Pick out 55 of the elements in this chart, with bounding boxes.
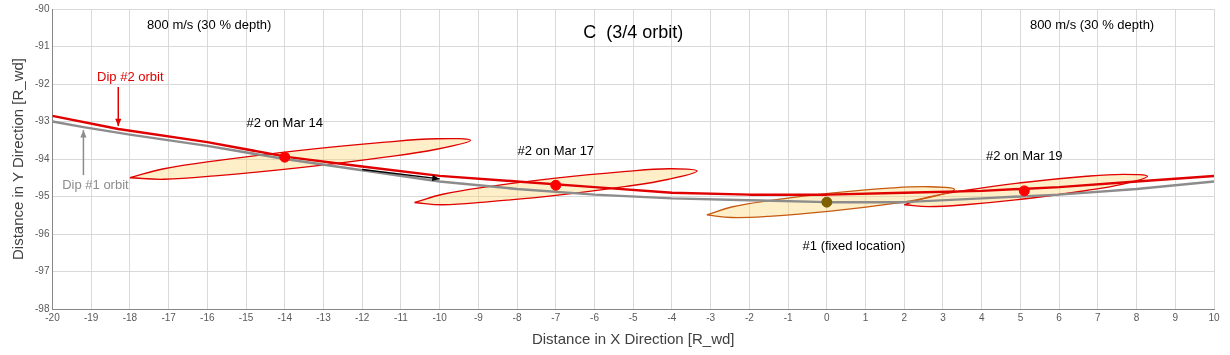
annotation: #2 on Mar 17 [517, 142, 595, 158]
y-tick-label: -90 [35, 2, 50, 14]
x-tick-label: -6 [590, 311, 600, 323]
x-tick-label: -4 [667, 311, 677, 323]
x-tick-label: -2 [744, 311, 755, 323]
x-tick-label: -19 [83, 311, 99, 323]
x-tick-label: -3 [706, 311, 716, 323]
x-tick-label: -15 [238, 311, 254, 323]
x-tick-label: 5 [1017, 311, 1024, 323]
y-axis-title: Distance in Y Direction [R_wd] [9, 57, 27, 261]
x-tick-label: 0 [824, 311, 831, 323]
x-tick-label: 7 [1095, 311, 1102, 323]
point [279, 151, 291, 163]
x-tick-label: 10 [1208, 311, 1220, 323]
y-tick-label: -91 [35, 40, 50, 52]
y-tick-label: -96 [35, 227, 50, 239]
y-tick-label: -92 [35, 77, 50, 89]
point [821, 196, 833, 208]
x-tick-label: -10 [432, 311, 448, 323]
y-tick-label: -95 [35, 190, 50, 202]
x-tick-label: -11 [394, 311, 409, 323]
x-tick-label: -7 [551, 311, 561, 323]
x-tick-label: 2 [901, 311, 908, 323]
x-tick-label: -5 [628, 311, 639, 323]
x-tick-label: 3 [940, 311, 947, 323]
y-tick-label: -98 [35, 302, 50, 314]
x-tick-label: 8 [1133, 311, 1140, 323]
x-tick-label: -8 [512, 311, 522, 323]
x-tick-label: -18 [122, 311, 138, 323]
x-tick-label: 9 [1172, 311, 1179, 323]
x-tick-label: -20 [45, 311, 61, 323]
x-tick-label: -17 [161, 311, 177, 323]
x-tick-label: -12 [354, 311, 370, 323]
text: Dip #2 orbit [97, 68, 164, 84]
text: Dip #1 orbit [62, 176, 130, 192]
y-tick-label: -94 [35, 152, 50, 164]
annotation: 800 m/s (30 % depth) [1029, 17, 1155, 33]
x-axis-title: Distance in X Direction [R_wd] [531, 330, 735, 348]
annotation: #2 on Mar 19 [985, 148, 1063, 164]
point [550, 179, 562, 191]
x-tick-label: -9 [473, 311, 484, 323]
x-tick-label: -14 [277, 311, 293, 323]
x-tick-label: -16 [200, 311, 215, 323]
x-tick-label: 1 [862, 311, 869, 323]
x-tick-label: -1 [783, 311, 793, 323]
x-tick-label: 4 [978, 311, 985, 323]
annotation: #2 on Mar 14 [246, 114, 324, 130]
annotation: #1 (fixed location) [802, 237, 906, 253]
x-tick-label: 6 [1056, 311, 1063, 323]
annotation: 800 m/s (30 % depth) [147, 17, 272, 33]
y-tick-label: -97 [35, 265, 50, 277]
x-tick-label: -13 [316, 311, 332, 323]
y-tick-label: -93 [35, 115, 50, 127]
point [1018, 185, 1030, 197]
text: C (3/4 orbit) [583, 21, 684, 42]
